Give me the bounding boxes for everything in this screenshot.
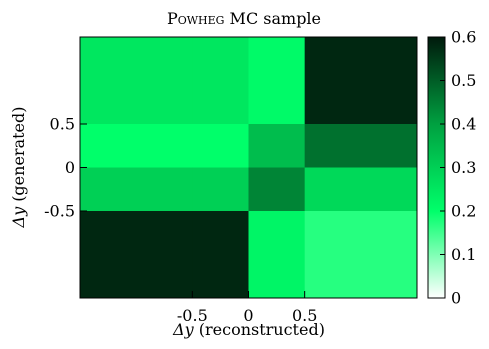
x-axis-ticks: -0.5 0 0.5 (177, 291, 317, 325)
x-tick-label: 0.5 (292, 306, 317, 325)
heatmap-cell (192, 211, 249, 299)
heatmap-cell (80, 124, 193, 168)
x-axis-label-symbol: Δy (172, 320, 195, 339)
heatmap-cell (248, 124, 306, 168)
chart-title-smallcaps: Powheg (167, 9, 225, 28)
y-axis-ticks: 0.5 0 -0.5 (44, 115, 87, 221)
heatmap-cell (80, 211, 193, 299)
colorbar-tick-label: 0.6 (451, 28, 476, 47)
colorbar-tick-label: 0.4 (451, 115, 476, 134)
colorbar-tick-label: 0.1 (451, 245, 476, 264)
colorbar-tick-label: 0.3 (451, 158, 476, 177)
heatmap-cells (80, 37, 418, 299)
colorbar-tick-label: 0.2 (451, 202, 476, 221)
heatmap-cell (304, 167, 418, 212)
y-axis-label-text: (generated) (9, 107, 28, 207)
x-tick-label: -0.5 (177, 306, 208, 325)
y-axis-label: Δy (generated) (9, 107, 28, 229)
chart-title: Powheg MC sample (167, 9, 321, 28)
y-tick-label: -0.5 (44, 202, 75, 221)
x-tick-label: 0 (243, 306, 253, 325)
colorbar-ticks: 0 0.1 0.2 0.3 0.4 0.5 0.6 (440, 28, 476, 308)
chart-title-rest: MC sample (224, 9, 321, 28)
heatmap-cell (80, 167, 193, 212)
colorbar-tick-label: 0.5 (451, 71, 476, 90)
heatmap-cell (304, 211, 418, 299)
x-axis-label-text: (reconstructed) (194, 320, 325, 339)
heatmap-cell (192, 37, 249, 125)
y-tick-label: 0.5 (50, 115, 75, 134)
heatmap-cell (304, 37, 418, 125)
colorbar-tick-label: 0 (451, 289, 461, 308)
heatmap-cell (192, 167, 249, 212)
x-axis-label: Δy (reconstructed) (172, 320, 325, 339)
heatmap-cell (248, 37, 306, 125)
y-tick-label: 0 (65, 158, 75, 177)
heatmap-cell (248, 167, 306, 212)
heatmap-cell (192, 124, 249, 168)
y-axis-label-symbol: Δy (9, 206, 28, 229)
heatmap-cell (80, 37, 193, 125)
heatmap-cell (248, 211, 306, 299)
heatmap-cell (304, 124, 418, 168)
